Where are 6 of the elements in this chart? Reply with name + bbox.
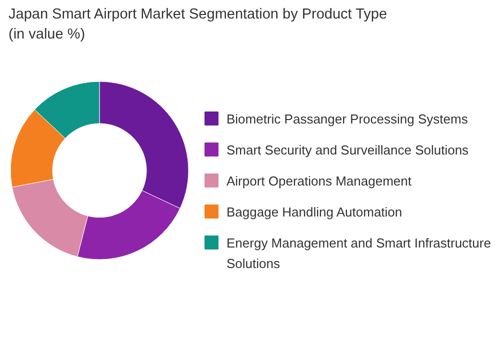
chart-title: Japan Smart Airport Market Segmentation by Product Type (in value %) — [8, 6, 388, 42]
legend-label: Biometric Passanger Processing Systems — [226, 112, 468, 126]
legend-label: Smart Security and Surveillance Solutions — [226, 142, 470, 158]
legend-label: Baggage Handling Automation — [226, 204, 402, 220]
legend-label: Airport Operations Management — [226, 174, 412, 188]
legend-label: Energy Management and Smart Infrastructure Solutions — [226, 236, 491, 271]
